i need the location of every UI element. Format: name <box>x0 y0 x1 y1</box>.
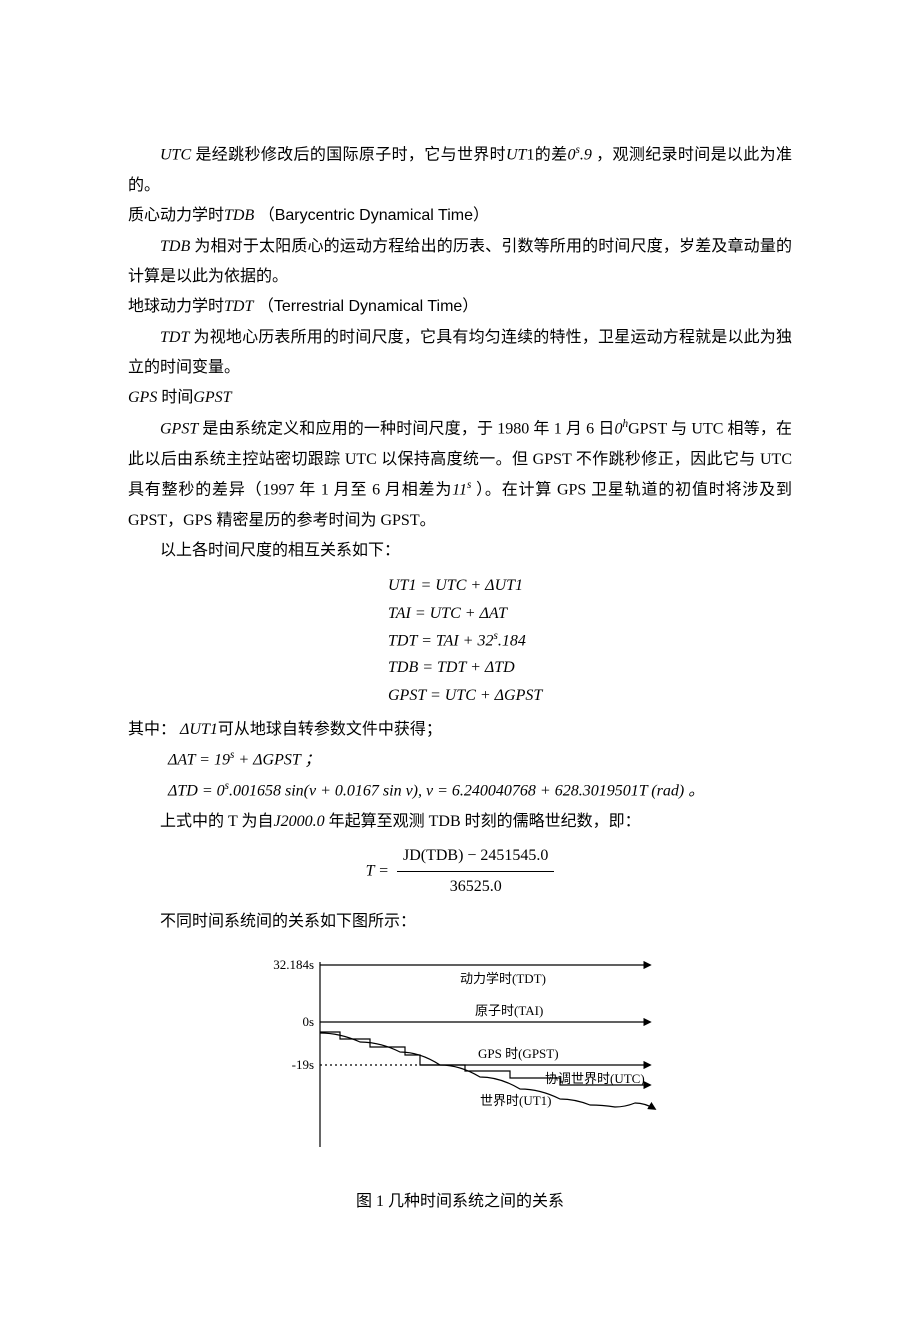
eq-tai: TAI = UTC + ΔAT <box>388 600 792 627</box>
equation-block: UT1 = UTC + ΔUT1 TAI = UTC + ΔAT TDT = T… <box>388 572 792 708</box>
svg-text:动力学时(TDT): 动力学时(TDT) <box>460 971 546 986</box>
svg-text:-19s: -19s <box>292 1057 314 1072</box>
para-utc: UTC 是经跳秒修改后的国际原子时，它与世界时UT1的差0s.9 ，观测纪录时间… <box>128 140 792 201</box>
term-gpst: GPST <box>193 389 231 406</box>
para-gpst: GPST 是由系统定义和应用的一种时间尺度，于 1980 年 1 月 6 日0h… <box>128 414 792 536</box>
figure-caption: 图 1 几种时间系统之间的关系 <box>128 1187 792 1217</box>
eq-gpst: GPST = UTC + ΔGPST <box>388 682 792 709</box>
para-where: 其中： ΔUT1可从地球自转参数文件中获得； <box>128 715 792 745</box>
eq-T-fraction: T = JD(TDB) − 2451545.0 36525.0 <box>128 841 792 903</box>
term-tdt: TDT <box>224 298 253 315</box>
para-relations-intro: 以上各时间尺度的相互关系如下： <box>128 536 792 566</box>
svg-text:GPS 时(GPST): GPS 时(GPST) <box>478 1046 559 1061</box>
heading-tdb: 质心动力学时TDB （Barycentric Dynamical Time） <box>128 201 792 231</box>
para-tdb: TDB 为相对于太阳质心的运动方程给出的历表、引数等所用的时间尺度，岁差及章动量… <box>128 232 792 293</box>
eq-ut1: UT1 = UTC + ΔUT1 <box>388 572 792 599</box>
fraction-denominator: 36525.0 <box>397 872 554 902</box>
fraction-numerator: JD(TDB) − 2451545.0 <box>397 841 554 872</box>
heading-gpst: GPS 时间GPST <box>128 383 792 413</box>
heading-tdt: 地球动力学时TDT （Terrestrial Dynamical Time） <box>128 292 792 322</box>
svg-text:32.184s: 32.184s <box>273 957 314 972</box>
diagram-svg: 32.184s 0s -19s 动力学时(TDT) 原子时(TAI) GPS 时(GPST… <box>230 947 690 1157</box>
para-diagram-intro: 不同时间系统间的关系如下图所示： <box>128 907 792 937</box>
eq-dAT: ΔAT = 19s + ΔGPST ； <box>128 745 792 776</box>
svg-text:协调世界时(UTC): 协调世界时(UTC) <box>545 1071 645 1086</box>
eq-tdt: TDT = TAI + 32s.184 <box>388 627 792 655</box>
para-T-def: 上式中的 T 为自J2000.0 年起算至观测 TDB 时刻的儒略世纪数，即： <box>128 807 792 837</box>
eq-tdb: TDB = TDT + ΔTD <box>388 654 792 681</box>
svg-text:0s: 0s <box>302 1014 314 1029</box>
eq-dTD: ΔTD = 0s.001658 sin(v + 0.0167 sin v), v… <box>128 776 792 807</box>
para-tdt: TDT 为视地心历表所用的时间尺度，它具有均匀连续的特性，卫星运动方程就是以此为… <box>128 323 792 384</box>
term-tdb: TDB <box>224 207 254 224</box>
fraction: JD(TDB) − 2451545.0 36525.0 <box>397 841 554 903</box>
svg-text:原子时(TAI): 原子时(TAI) <box>475 1003 543 1018</box>
term-utc: UTC <box>160 146 191 163</box>
svg-text:世界时(UT1): 世界时(UT1) <box>480 1093 552 1108</box>
time-systems-diagram: 32.184s 0s -19s 动力学时(TDT) 原子时(TAI) GPS 时(GPST… <box>128 947 792 1168</box>
